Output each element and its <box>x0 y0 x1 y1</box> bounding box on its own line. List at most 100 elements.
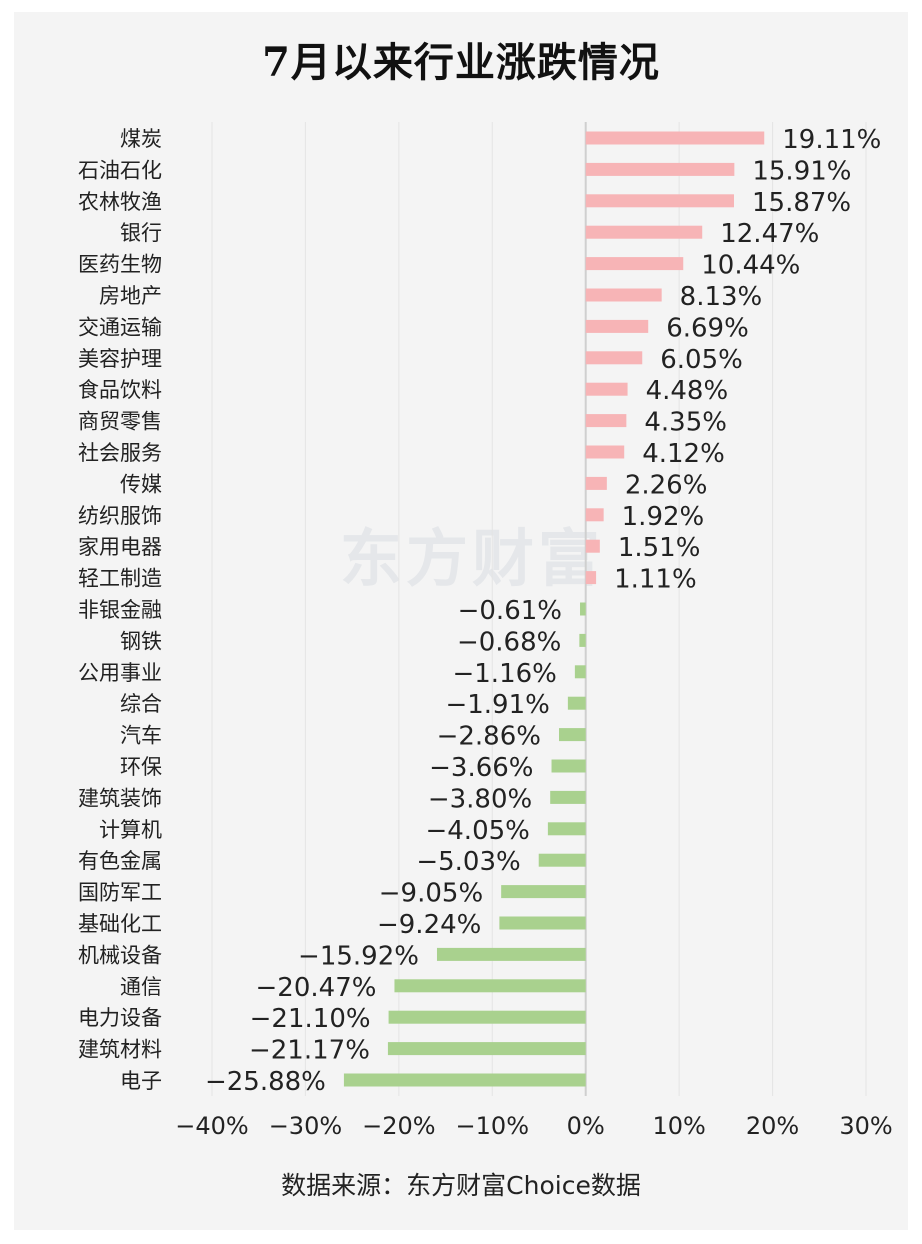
bar <box>585 319 649 333</box>
bar <box>579 633 586 647</box>
bar <box>585 288 662 302</box>
category-label: 房地产 <box>99 284 162 308</box>
bar <box>501 885 586 899</box>
bar <box>585 194 734 208</box>
bar <box>580 602 586 616</box>
category-label: 公用事业 <box>78 661 162 685</box>
value-label: 15.91% <box>752 156 851 186</box>
bar <box>585 414 627 428</box>
bar <box>388 1010 586 1024</box>
category-label: 交通运输 <box>78 315 162 339</box>
category-label: 建筑装饰 <box>78 786 162 810</box>
category-label: 石油石化 <box>78 158 162 182</box>
category-label: 社会服务 <box>78 441 162 465</box>
watermark: 东方财富 <box>340 522 605 595</box>
bar <box>585 571 597 585</box>
category-label: 食品饮料 <box>78 378 162 402</box>
category-label: 非银金融 <box>78 598 162 622</box>
category-label: 钢铁 <box>120 629 162 653</box>
value-label: 10.44% <box>701 251 800 281</box>
x-tick-label: 10% <box>652 1112 705 1140</box>
value-label: 8.13% <box>680 282 763 312</box>
value-label: −0.68% <box>457 627 561 657</box>
x-tick-label: 0% <box>567 1112 605 1140</box>
data-source-note: 数据来源：东方财富Choice数据 <box>281 1171 641 1200</box>
bar <box>574 665 586 679</box>
bar <box>547 822 586 836</box>
category-label: 汽车 <box>120 724 162 748</box>
x-tick-label: −30% <box>269 1112 342 1140</box>
category-label: 银行 <box>120 221 162 245</box>
value-label: 6.05% <box>660 345 743 375</box>
category-label: 基础化工 <box>78 912 162 936</box>
chart-panel <box>14 12 908 1230</box>
value-label: 19.11% <box>782 125 881 155</box>
category-label: 机械设备 <box>78 943 162 967</box>
bar <box>585 225 703 239</box>
category-label: 轻工制造 <box>78 567 162 591</box>
category-label: 煤炭 <box>120 127 162 151</box>
value-label: −25.88% <box>205 1067 326 1097</box>
bar <box>436 947 586 961</box>
category-label: 传媒 <box>120 472 162 496</box>
bar <box>550 790 586 804</box>
bar <box>387 1042 586 1056</box>
bar <box>585 476 607 490</box>
category-label: 纺织服饰 <box>78 504 162 528</box>
value-label: 12.47% <box>720 219 819 249</box>
bar <box>394 979 586 993</box>
bar <box>585 445 625 459</box>
category-label: 国防军工 <box>78 881 162 905</box>
category-label: 电子 <box>120 1069 162 1093</box>
category-label: 有色金属 <box>78 849 162 873</box>
value-label: 6.69% <box>666 313 749 343</box>
value-label: −2.86% <box>437 722 541 752</box>
value-label: 4.35% <box>644 408 727 438</box>
value-label: −1.91% <box>445 690 549 720</box>
value-label: −3.66% <box>429 753 533 783</box>
category-label: 通信 <box>120 975 162 999</box>
bar <box>585 131 765 145</box>
value-label: −1.16% <box>452 659 556 689</box>
category-label: 商贸零售 <box>78 410 162 434</box>
bar <box>585 539 600 553</box>
value-label: 15.87% <box>752 188 851 218</box>
category-label: 计算机 <box>99 818 162 842</box>
bar <box>585 257 684 271</box>
category-label: 建筑材料 <box>78 1038 162 1062</box>
value-label: 4.12% <box>642 439 725 469</box>
category-label: 综合 <box>120 692 162 716</box>
x-tick-label: −40% <box>175 1112 248 1140</box>
value-label: −21.10% <box>250 1004 371 1034</box>
value-label: 1.11% <box>614 565 697 595</box>
value-label: −21.17% <box>249 1036 370 1066</box>
value-label: −4.05% <box>425 816 529 846</box>
chart-title: 7月以来行业涨跌情况 <box>262 39 660 86</box>
category-label: 美容护理 <box>78 347 162 371</box>
value-label: −9.05% <box>379 879 483 909</box>
value-label: −15.92% <box>298 941 419 971</box>
bar <box>585 508 604 522</box>
bar <box>551 759 586 773</box>
value-label: −5.03% <box>416 847 520 877</box>
bar <box>558 728 586 742</box>
category-label: 环保 <box>120 755 162 779</box>
value-label: 4.48% <box>646 376 729 406</box>
category-label: 农林牧渔 <box>78 190 162 214</box>
value-label: 1.51% <box>618 533 701 563</box>
category-label: 电力设备 <box>78 1006 162 1030</box>
value-label: −3.80% <box>428 784 532 814</box>
bar <box>585 351 643 365</box>
bar <box>499 916 586 930</box>
bar <box>538 853 586 867</box>
value-label: 1.92% <box>622 502 705 532</box>
category-label: 家用电器 <box>78 535 162 559</box>
value-label: −0.61% <box>458 596 562 626</box>
x-tick-label: 20% <box>746 1112 799 1140</box>
value-label: 2.26% <box>625 470 708 500</box>
bar <box>567 696 586 710</box>
value-label: −9.24% <box>377 910 481 940</box>
category-label: 医药生物 <box>78 253 162 277</box>
bar <box>585 382 628 396</box>
